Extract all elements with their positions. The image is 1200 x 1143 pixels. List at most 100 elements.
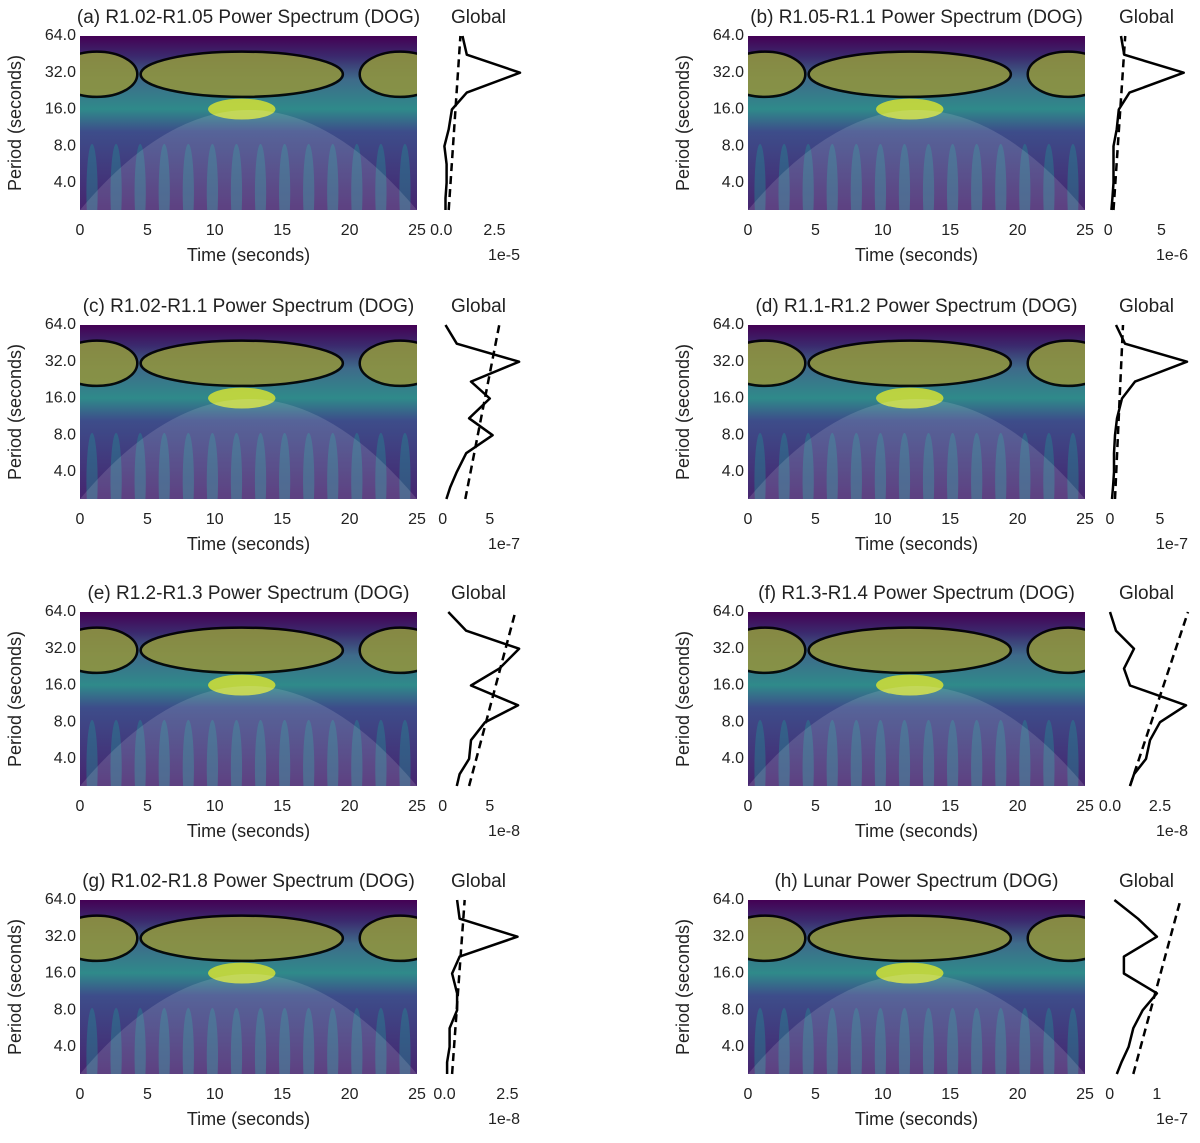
power-stripe: [182, 143, 194, 210]
x-tick-label: 0: [76, 511, 85, 528]
global-tick-label: 5: [485, 511, 494, 528]
power-stripe: [206, 719, 219, 786]
title: (a) R1.02-R1.05 Power Spectrum (DOG): [77, 7, 420, 28]
global-power: [1110, 324, 1189, 500]
power-band: [358, 626, 417, 675]
power-stripe: [254, 1007, 267, 1074]
x-tick-label: 20: [1009, 798, 1027, 815]
x-tick-label: 10: [206, 222, 224, 239]
power-stripe: [802, 143, 814, 210]
title: (g) R1.02-R1.8 Power Spectrum (DOG): [82, 871, 415, 892]
power-band: [1026, 339, 1085, 388]
power-stripe: [802, 1007, 814, 1074]
significance: [467, 611, 517, 787]
power-stripe: [946, 1007, 959, 1074]
power-band: [1026, 626, 1085, 675]
x-label: Time (seconds): [855, 534, 978, 554]
power-stripe: [399, 143, 411, 210]
power-stripe: [303, 143, 315, 210]
y-tick-label: 8.0: [722, 1001, 744, 1018]
y-tick-label: 4.0: [54, 1038, 76, 1055]
power-stripe: [971, 143, 983, 210]
x-label: Time (seconds): [187, 1109, 310, 1129]
power-stripe: [206, 1007, 219, 1074]
power-stripe: [1019, 432, 1031, 499]
x-label: Time (seconds): [855, 821, 978, 841]
x-tick-label: 5: [143, 1086, 152, 1103]
power-stripe: [375, 432, 387, 499]
power-stripe: [946, 719, 959, 786]
x-tick-label: 15: [273, 798, 291, 815]
cone-of-influence: [748, 685, 1085, 786]
cone-of-influence: [748, 973, 1085, 1074]
power-stripe: [922, 1007, 935, 1074]
global-power: [443, 35, 522, 210]
power-stripe: [754, 719, 766, 786]
global-tick-label: 0: [438, 798, 447, 815]
power-stripe: [254, 719, 267, 786]
x-tick-label: 25: [1076, 511, 1094, 528]
title: (h) Lunar Power Spectrum (DOG): [774, 871, 1058, 892]
x-label: Time (seconds): [187, 245, 310, 265]
power-stripe: [254, 432, 267, 499]
global-title: Global: [1119, 871, 1174, 892]
power-stripe: [399, 719, 411, 786]
power-stripe: [86, 432, 98, 499]
power-stripe: [327, 719, 339, 786]
x-tick-label: 5: [143, 222, 152, 239]
power-stripe: [826, 719, 838, 786]
power-stripe: [86, 719, 98, 786]
power-stripe: [1043, 432, 1055, 499]
power-map: [80, 900, 417, 1074]
x-tick-label: 10: [874, 798, 892, 815]
title: (c) R1.02-R1.1 Power Spectrum (DOG): [83, 296, 415, 317]
global-offset: 1e-7: [488, 536, 520, 553]
cone-of-influence: [80, 973, 417, 1074]
power-map: [80, 36, 417, 210]
global-tick-label: 0.0: [430, 222, 452, 239]
y-tick-label: 16.0: [713, 101, 744, 118]
power-stripe: [1043, 1007, 1055, 1074]
y-label: Period (seconds): [673, 55, 693, 191]
power-stripe: [399, 432, 411, 499]
global-offset: 1e-5: [488, 247, 520, 264]
significance: [450, 899, 466, 1075]
power-stripe: [230, 432, 243, 499]
global-title: Global: [451, 871, 506, 892]
power-map: [80, 612, 417, 786]
x-tick-label: 5: [811, 1086, 820, 1103]
x-tick-label: 5: [811, 222, 820, 239]
y-label: Period (seconds): [673, 631, 693, 767]
x-tick-label: 20: [1009, 511, 1027, 528]
power-stripe: [158, 143, 170, 210]
x-tick-label: 5: [143, 798, 152, 815]
panel: 4.0 8.0 16.0 32.0 64.0 0 5 10 15 20 25 0 5 1e-7 (c) R1…: [5, 296, 521, 554]
significance: [447, 35, 462, 211]
power-stripe: [134, 432, 146, 499]
global-tick-label: 2.5: [1149, 798, 1171, 815]
global-offset: 1e-8: [488, 823, 520, 840]
y-tick-label: 64.0: [713, 891, 744, 908]
power-stripe: [874, 432, 887, 499]
power-band: [358, 914, 417, 963]
power-peak: [208, 962, 276, 984]
global-tick-label: 2.5: [483, 222, 505, 239]
power-band: [139, 914, 345, 963]
x-label: Time (seconds): [187, 821, 310, 841]
global-power: [1113, 899, 1159, 1075]
power-stripe: [995, 143, 1007, 210]
panel: 4.0 8.0 16.0 32.0 64.0 0 5 10 15 20 25 0 5 1e-6 (b) R1…: [673, 7, 1188, 265]
power-band: [807, 50, 1013, 99]
power-stripe: [375, 1007, 387, 1074]
power-stripe: [86, 143, 98, 210]
x-tick-label: 10: [874, 1086, 892, 1103]
power-stripe: [802, 719, 814, 786]
x-tick-label: 25: [1076, 798, 1094, 815]
power-stripe: [995, 432, 1007, 499]
x-tick-label: 0: [744, 1086, 753, 1103]
y-tick-label: 4.0: [722, 174, 744, 191]
y-label: Period (seconds): [5, 55, 25, 191]
panel: 4.0 8.0 16.0 32.0 64.0 0 5 10 15 20 25 0.0 2.5 1e-5 (a…: [5, 7, 522, 265]
x-tick-label: 20: [341, 1086, 359, 1103]
power-stripe: [1067, 1007, 1079, 1074]
